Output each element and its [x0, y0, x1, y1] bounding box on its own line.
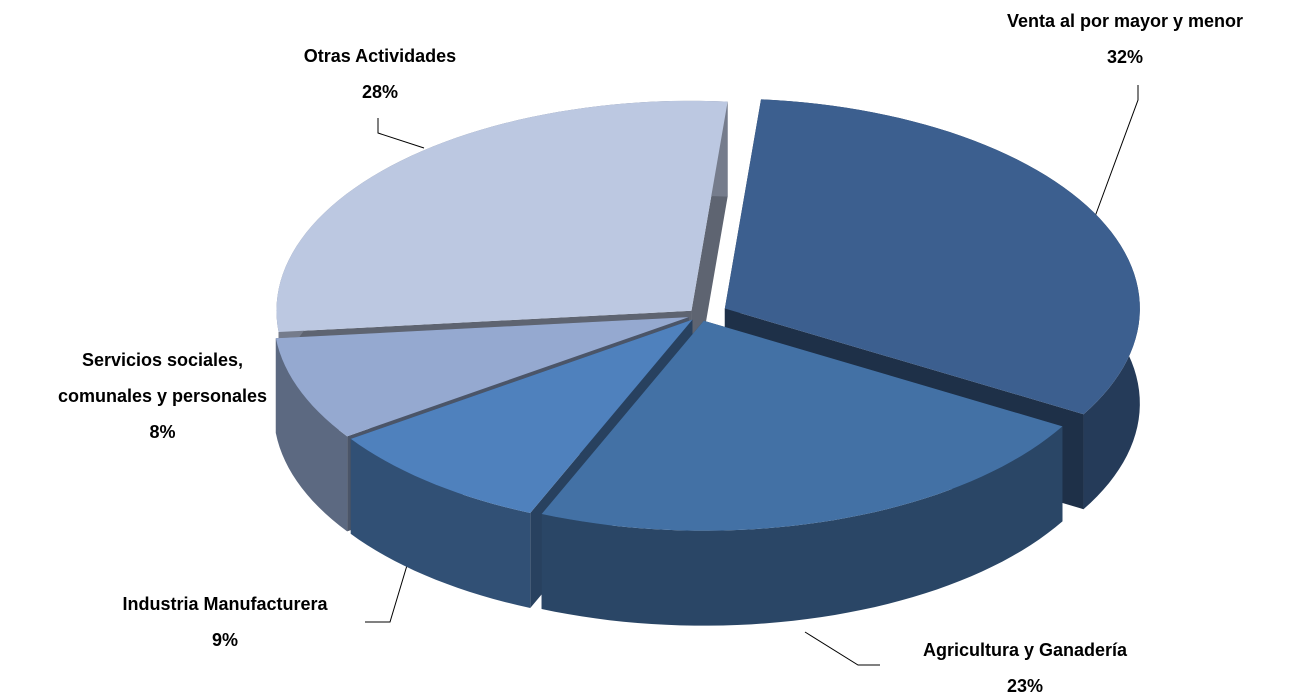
data-label: Servicios sociales, comunales y personal…: [45, 342, 280, 450]
pie-slice: [541, 320, 1063, 626]
value-label: 28%: [361, 82, 399, 102]
category-label: Agricultura y Ganadería: [922, 640, 1128, 660]
value-label: 23%: [1006, 676, 1044, 696]
data-label: Otras Actividades 28%: [240, 38, 520, 110]
leader-line: [804, 631, 880, 666]
value-label: 9%: [211, 630, 238, 650]
leader-line: [377, 118, 425, 149]
slice-top: [724, 99, 1140, 415]
category-label: Otras Actividades: [303, 46, 457, 66]
value-label: 8%: [149, 422, 176, 442]
category-label: Industria Manufacturera: [122, 594, 328, 614]
slice-top: [541, 320, 1063, 531]
leader-lines: [365, 85, 1139, 666]
data-label: Venta al por mayor y menor 32%: [955, 3, 1295, 75]
slice-side: [541, 426, 1063, 626]
slice-top: [276, 100, 728, 333]
data-label: Industria Manufacturera 9%: [70, 586, 380, 658]
slice-top: [350, 319, 693, 513]
leader-line: [365, 561, 409, 623]
leader-line: [1092, 85, 1139, 223]
category-label: Venta al por mayor y menor: [1006, 11, 1244, 31]
slice-side: [350, 438, 531, 608]
slice-side: [275, 338, 348, 532]
category-label: Servicios sociales, comunales y personal…: [57, 350, 268, 406]
value-label: 32%: [1106, 47, 1144, 67]
slice-top: [275, 317, 689, 437]
data-label: Agricultura y Ganadería 23%: [870, 632, 1180, 699]
